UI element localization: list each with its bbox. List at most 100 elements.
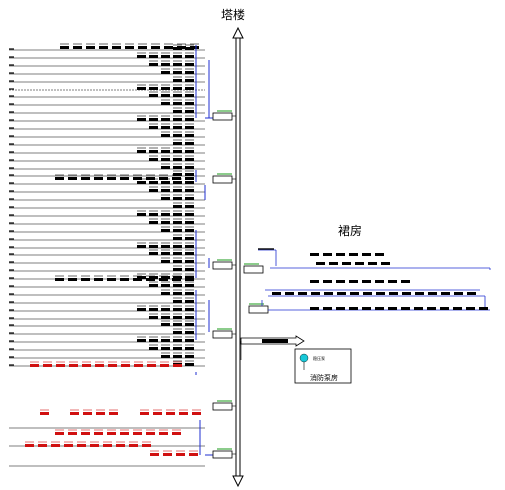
pump-room-legend xyxy=(240,335,352,384)
floor-device xyxy=(161,221,170,224)
band-device xyxy=(140,412,149,415)
floor-device xyxy=(173,323,182,326)
band-device xyxy=(99,46,108,49)
band-device xyxy=(95,364,104,367)
podium-device xyxy=(362,280,371,283)
band-device xyxy=(60,46,69,49)
floor-device xyxy=(161,292,170,295)
band-device xyxy=(138,46,147,49)
podium-device xyxy=(362,307,371,310)
floor-device xyxy=(161,252,170,255)
floor-device xyxy=(185,355,194,358)
podium-device xyxy=(376,292,385,295)
floor-device xyxy=(149,347,158,350)
floor-device xyxy=(173,268,182,271)
floor-device xyxy=(185,158,194,161)
floor-device xyxy=(185,94,194,97)
band-device xyxy=(133,278,142,281)
band-device xyxy=(30,364,39,367)
floor-device xyxy=(161,126,170,129)
podium-device xyxy=(298,292,307,295)
floor-device xyxy=(161,71,170,74)
band-device xyxy=(179,412,188,415)
podium-device xyxy=(479,307,488,310)
floor-device xyxy=(173,102,182,105)
floor-device xyxy=(185,55,194,58)
floor-device xyxy=(149,118,158,121)
podium-device xyxy=(323,253,332,256)
junction-box xyxy=(212,261,233,270)
floor-device xyxy=(161,158,170,161)
floor-device xyxy=(161,63,170,66)
floor-device xyxy=(137,276,146,279)
band-device xyxy=(107,177,116,180)
floor-device xyxy=(161,260,170,263)
floor-device xyxy=(161,284,170,287)
floor-device xyxy=(149,158,158,161)
podium-device xyxy=(323,307,332,310)
podium-box xyxy=(248,305,269,314)
floor-device xyxy=(137,308,146,311)
floor-device xyxy=(185,237,194,240)
podium-device xyxy=(389,292,398,295)
podium-device xyxy=(329,262,338,265)
band-device xyxy=(146,278,155,281)
floor-device xyxy=(161,181,170,184)
floor-device xyxy=(149,150,158,153)
podium-device xyxy=(350,292,359,295)
podium-device xyxy=(466,307,475,310)
band-device xyxy=(163,453,172,456)
band-device xyxy=(96,412,105,415)
podium-device xyxy=(355,262,364,265)
junction-box xyxy=(212,450,233,459)
band-device xyxy=(150,453,159,456)
junction-boxes xyxy=(212,110,236,459)
floor-device xyxy=(185,347,194,350)
band-device xyxy=(166,412,175,415)
band-device xyxy=(133,177,142,180)
floor-device xyxy=(137,213,146,216)
band-device xyxy=(25,444,34,447)
floor-device xyxy=(173,331,182,334)
band-device xyxy=(68,177,77,180)
junction-box xyxy=(212,175,233,184)
band-device xyxy=(81,177,90,180)
floor-device xyxy=(185,252,194,255)
floor-device xyxy=(137,339,146,342)
podium-device xyxy=(375,307,384,310)
band-device xyxy=(81,432,90,435)
floor-device xyxy=(149,252,158,255)
band-device xyxy=(129,444,138,447)
band-device xyxy=(68,278,77,281)
floor-device xyxy=(173,158,182,161)
floor-device xyxy=(185,363,194,366)
floor-device xyxy=(149,245,158,248)
floor-device xyxy=(161,316,170,319)
band-device xyxy=(70,412,79,415)
floor-device xyxy=(185,260,194,263)
floor-device xyxy=(185,173,194,176)
band-device xyxy=(121,364,130,367)
band-device xyxy=(107,278,116,281)
floor-device xyxy=(173,260,182,263)
junction-box xyxy=(212,112,233,121)
floor-device xyxy=(173,142,182,145)
podium-device xyxy=(316,262,325,265)
podium-device xyxy=(349,280,358,283)
band-device xyxy=(185,278,194,281)
band-device xyxy=(55,278,64,281)
pump-small-label: 稳压泵 xyxy=(313,356,325,361)
floor-device xyxy=(161,118,170,121)
band-device xyxy=(55,177,64,180)
floor-device xyxy=(185,71,194,74)
junction-box xyxy=(212,402,233,411)
floor-device xyxy=(185,189,194,192)
floor-device xyxy=(173,347,182,350)
floor-device xyxy=(161,55,170,58)
band-device xyxy=(153,412,162,415)
band-device xyxy=(159,278,168,281)
podium-device xyxy=(362,253,371,256)
floor-device xyxy=(173,71,182,74)
podium-device xyxy=(272,292,281,295)
band-device xyxy=(146,177,155,180)
